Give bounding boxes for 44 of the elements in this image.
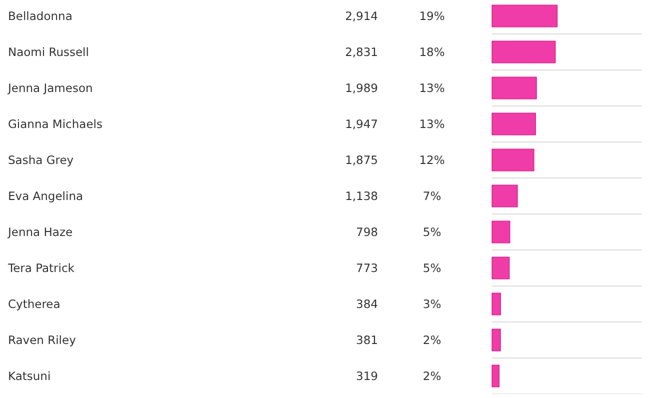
y-tick-label: Gianna Michaels	[8, 117, 102, 131]
text: 12%	[419, 153, 445, 167]
data-label: 773	[356, 261, 378, 275]
y-tick-label: Tera Patrick	[7, 261, 75, 275]
text: 2%	[422, 333, 442, 347]
text: 3%	[422, 297, 442, 311]
bar	[492, 364, 500, 388]
bar	[492, 112, 536, 136]
data-label: 798	[356, 225, 378, 239]
data-label: 1,947	[345, 117, 378, 131]
bar	[492, 220, 510, 244]
bar	[492, 76, 537, 100]
text: 13%	[419, 81, 445, 95]
data-label: 1,138	[345, 189, 378, 203]
text: 2%	[422, 369, 442, 383]
bar	[492, 292, 501, 316]
y-tick-label: Sasha Grey	[8, 153, 74, 167]
text: 7%	[422, 189, 442, 203]
y-tick-label: Naomi Russell	[8, 45, 89, 59]
bar	[492, 148, 534, 172]
data-label: 2,831	[345, 45, 378, 59]
text: 5%	[422, 225, 442, 239]
bar	[492, 40, 556, 64]
text: 5%	[422, 261, 442, 275]
y-tick-label: Eva Angelina	[8, 189, 84, 203]
text: 18%	[419, 45, 445, 59]
y-tick-label: Jenna Haze	[7, 225, 73, 239]
data-label: 2,914	[345, 9, 378, 23]
data-label: 1,875	[345, 153, 378, 167]
data-label: 384	[356, 297, 378, 311]
bar	[492, 256, 510, 280]
y-tick-label: Katsuni	[8, 369, 51, 383]
y-tick-label: Cytherea	[8, 297, 60, 311]
data-label: 319	[356, 369, 378, 383]
text: 13%	[419, 117, 445, 131]
bar	[492, 4, 558, 28]
y-tick-label: Raven Riley	[8, 333, 76, 347]
bar	[492, 328, 501, 352]
y-tick-label: Jenna Jameson	[7, 81, 93, 95]
text: 19%	[419, 9, 445, 23]
bar	[492, 184, 518, 208]
data-label: 1,989	[345, 81, 378, 95]
y-tick-label: Belladonna	[8, 9, 72, 23]
data-label: 381	[356, 333, 378, 347]
